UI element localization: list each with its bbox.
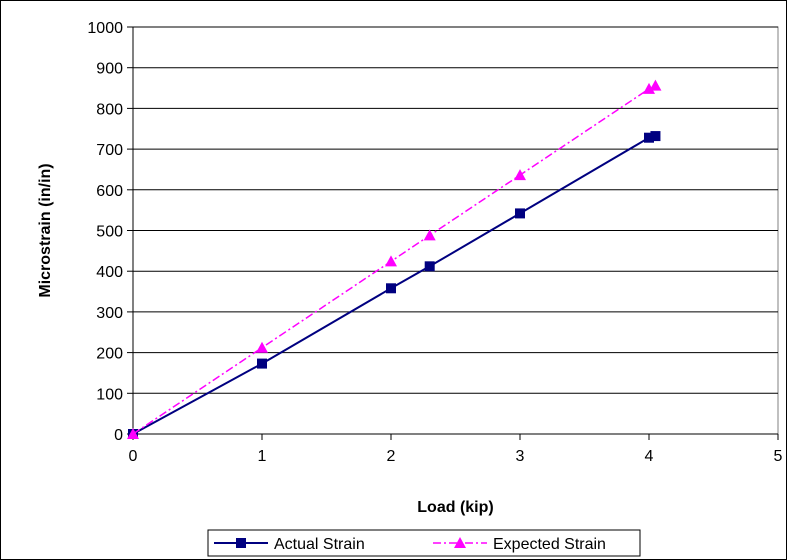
data-point xyxy=(257,358,267,369)
y-tick-label: 600 xyxy=(96,183,123,200)
axes xyxy=(127,26,779,440)
data-point xyxy=(644,132,654,143)
legend-marker xyxy=(236,538,246,548)
legend-entry: Expected Strain xyxy=(433,536,606,553)
x-axis-title: Load (kip) xyxy=(417,499,493,516)
legend-box xyxy=(207,529,641,557)
x-tick-label: 5 xyxy=(774,448,783,465)
data-point xyxy=(515,208,525,219)
legend-entry: Actual Strain xyxy=(214,536,365,553)
y-tick-label: 100 xyxy=(96,386,123,403)
data-point xyxy=(386,283,396,294)
data-point xyxy=(385,255,397,267)
y-tick-label: 900 xyxy=(96,61,123,78)
data-point xyxy=(650,131,661,142)
data-point xyxy=(643,82,655,94)
x-tick-label: 0 xyxy=(129,448,138,465)
series-layer xyxy=(127,79,662,439)
x-tick-label: 2 xyxy=(387,448,396,465)
data-point xyxy=(424,261,435,272)
series-expected-strain xyxy=(127,79,662,439)
x-tick-labels: 0 1 2 3 4 5 xyxy=(129,448,783,465)
y-tick-label: 700 xyxy=(96,142,123,159)
x-tick-label: 3 xyxy=(516,448,525,465)
legend-label: Expected Strain xyxy=(493,536,606,553)
legend-marker xyxy=(454,537,466,548)
y-tick-label: 500 xyxy=(96,224,123,241)
y-tick-label: 400 xyxy=(96,264,123,281)
y-tick-labels: 0 100 200 300 400 500 600 700 800 900 1000 xyxy=(87,20,123,444)
legend: Actual Strain Expected Strain xyxy=(207,529,641,557)
data-point xyxy=(514,169,526,181)
y-tick-label: 800 xyxy=(96,101,123,118)
gridlines xyxy=(133,26,778,394)
x-tick-label: 1 xyxy=(258,448,267,465)
x-tick-label: 4 xyxy=(645,448,654,465)
y-tick-label: 0 xyxy=(114,427,123,444)
data-point xyxy=(256,341,268,353)
y-tick-label: 300 xyxy=(96,305,123,322)
data-point xyxy=(423,229,436,241)
data-point xyxy=(127,428,139,439)
legend-label: Actual Strain xyxy=(274,536,365,553)
y-tick-label: 1000 xyxy=(87,20,123,37)
y-axis-title: Microstrain (in/in) xyxy=(37,163,54,297)
y-tick-label: 200 xyxy=(96,346,123,363)
data-point xyxy=(649,79,662,91)
